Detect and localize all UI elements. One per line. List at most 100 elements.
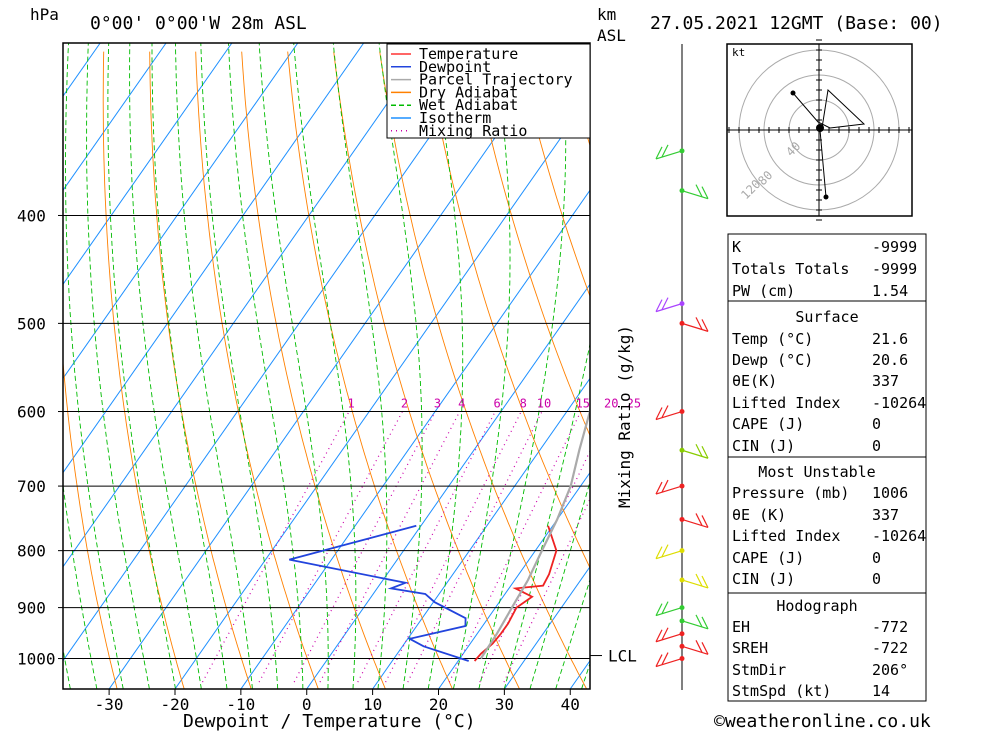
eh-label: EH <box>732 618 750 636</box>
height-unit-km: km <box>597 5 616 24</box>
hodograph-point <box>823 194 829 200</box>
surface-li-value: -10264 <box>872 394 926 412</box>
wind-barb <box>655 297 685 313</box>
eh-value: -772 <box>872 618 908 636</box>
pressure-tick-label: 500 <box>17 314 46 333</box>
mu-cape-label: CAPE (J) <box>732 549 804 567</box>
wind-profile <box>655 44 709 690</box>
isotherm-line <box>372 377 590 689</box>
hodograph-stats-table: Hodograph EH -772 SREH -722 StmDir 206° … <box>727 592 927 702</box>
k-index-value: -9999 <box>872 238 917 256</box>
wind-barb <box>679 317 709 332</box>
wet-adiabat-line <box>228 43 304 689</box>
surface-title: Surface <box>795 308 858 326</box>
dewpoint-series <box>289 524 469 662</box>
dry-adiabat-line <box>102 51 185 689</box>
mu-pressure-label: Pressure (mb) <box>732 484 849 502</box>
mu-cin-value: 0 <box>872 570 881 588</box>
stmspd-value: 14 <box>872 682 890 700</box>
isotherm-line <box>174 95 590 689</box>
mixing-ratio-line <box>503 497 590 683</box>
wet-adiabat-line <box>427 43 464 689</box>
wind-barb <box>655 144 685 160</box>
pressure-tick-label: 900 <box>17 599 46 618</box>
mixing-ratio-label: 10 <box>537 397 551 411</box>
wind-barb <box>655 601 685 617</box>
wind-barb <box>679 184 709 200</box>
legend-entry: Temperature <box>419 45 518 63</box>
temperature-tick-label: -10 <box>226 695 255 714</box>
legend-entry: Parcel Trajectory <box>419 71 573 89</box>
pressure-tick-label: 700 <box>17 477 46 496</box>
wet-adiabat-line <box>175 43 253 689</box>
mixing-ratio-line <box>385 411 522 683</box>
isotherm-line <box>240 189 590 689</box>
isotherm-line <box>63 43 496 662</box>
mixing-ratio-label: 15 <box>576 397 590 411</box>
mixing-ratio-line <box>407 411 543 683</box>
dry-adiabat-line <box>978 52 1000 689</box>
wind-barb <box>679 640 709 655</box>
isotherm-line <box>63 43 431 568</box>
dry-adiabat-line <box>333 51 520 689</box>
wet-adiabat-line <box>258 43 329 689</box>
hodograph-stats-title: Hodograph <box>776 597 857 615</box>
temperature-tick-label: 20 <box>429 695 448 714</box>
most-unstable-table: Most Unstable Pressure (mb) 1006 θE (K) … <box>727 456 927 594</box>
wet-adiabat-line <box>503 342 590 689</box>
dry-adiabat-line <box>195 51 319 689</box>
mixing-ratio-label: 6 <box>494 397 501 411</box>
wind-barb <box>655 627 685 643</box>
parcel-trajectory-series <box>479 403 590 660</box>
wind-barb <box>655 652 685 668</box>
totals-totals-value: -9999 <box>872 260 917 278</box>
wind-barb <box>679 573 709 589</box>
mu-cape-value: 0 <box>872 549 881 567</box>
temperature-tick-label: 30 <box>495 695 514 714</box>
legend-entry: Dry Adiabat <box>419 83 518 101</box>
mixing-ratio-line <box>201 411 350 683</box>
mixing-ratio-line <box>293 411 436 683</box>
dry-adiabat-line <box>471 51 590 437</box>
wet-adiabat-line <box>478 43 567 689</box>
mu-li-value: -10264 <box>872 527 926 545</box>
sreh-value: -722 <box>872 639 908 657</box>
surface-cin-value: 0 <box>872 437 881 455</box>
temperature-tick-label: 40 <box>561 695 580 714</box>
most-unstable-title: Most Unstable <box>758 463 875 481</box>
surface-dewp-label: Dewp (°C) <box>732 351 813 369</box>
surface-cin-label: CIN (J) <box>732 437 795 455</box>
surface-li-label: Lifted Index <box>732 394 840 412</box>
wind-barb <box>655 544 685 560</box>
dry-adiabat-line <box>379 51 587 689</box>
surface-temp-value: 21.6 <box>872 330 908 348</box>
wet-adiabat-line <box>63 482 98 689</box>
mu-cin-label: CIN (J) <box>732 570 795 588</box>
wind-barb <box>679 614 709 630</box>
location-title: 0°00' 0°00'W 28m ASL <box>90 13 307 34</box>
surface-table: Surface Temp (°C) 21.6 Dewp (°C) 20.6 θE… <box>727 300 927 458</box>
mixing-ratio-label: 20 <box>604 397 618 411</box>
isotherm-line <box>63 43 101 98</box>
datetime-title: 27.05.2021 12GMT (Base: 00) <box>650 13 943 34</box>
indices-table: K -9999 Totals Totals -9999 PW (cm) 1.54 <box>727 233 927 302</box>
temperature-tick-label: 0 <box>302 695 312 714</box>
diagram-background-lines <box>63 43 1000 689</box>
isotherm-line <box>438 471 590 689</box>
hodograph-storm-vector <box>819 129 827 198</box>
wet-adiabat-line <box>129 43 202 689</box>
pw-value: 1.54 <box>872 282 908 300</box>
isotherm-line <box>306 283 590 689</box>
pw-label: PW (cm) <box>732 282 795 300</box>
copyright-link[interactable]: ©weatheronline.co.uk <box>714 711 931 732</box>
sounding-series <box>289 403 590 662</box>
wind-barb <box>679 513 709 529</box>
wet-adiabat-line <box>86 43 150 689</box>
hodograph-point <box>790 90 796 96</box>
pressure-tick-label: 1000 <box>17 650 56 669</box>
mixing-ratio-line <box>357 411 496 683</box>
